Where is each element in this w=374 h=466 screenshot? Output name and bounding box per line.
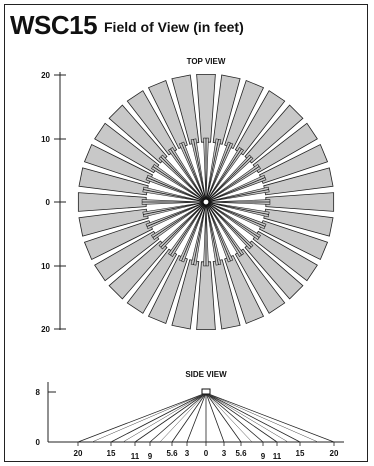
- sensor-beams: [77, 73, 335, 331]
- beam-ray: [193, 139, 207, 203]
- beam-ray: [152, 166, 207, 203]
- beam-ray: [205, 177, 266, 203]
- beam-ray: [181, 201, 207, 262]
- side-x-label: 9: [148, 452, 153, 461]
- top-view-title: TOP VIEW: [187, 57, 226, 66]
- side-ray: [77, 392, 207, 443]
- beam-ray: [146, 177, 207, 203]
- top-y-tick-label: 10: [41, 135, 50, 144]
- side-ray-minor: [205, 392, 319, 443]
- side-x-label: 9: [261, 452, 266, 461]
- subtitle: Field of View (in feet): [104, 19, 244, 35]
- beam-ray: [170, 148, 207, 203]
- side-x-label: 11: [273, 452, 282, 461]
- figure-frame: [4, 4, 368, 462]
- side-ray: [110, 392, 207, 443]
- beam-ray: [205, 201, 269, 215]
- side-ray-minor: [122, 392, 207, 443]
- side-view-y-axis: [47, 382, 344, 443]
- top-y-tick-label: 10: [41, 262, 50, 271]
- side-view: SIDE VIEW 8 0 20 15 11 9 5.6 3 0 3 5.6 9 11 15 20: [36, 370, 344, 461]
- beam-ray: [205, 201, 252, 248]
- side-x-label: 5.6: [166, 449, 178, 458]
- beam-ray: [205, 201, 219, 265]
- beam-ray: [143, 201, 207, 215]
- side-x-label: 0: [204, 449, 209, 458]
- beam-ray: [205, 189, 269, 203]
- side-ray-minor: [205, 392, 253, 443]
- beam-ray: [143, 189, 207, 203]
- beam-ray: [170, 201, 207, 256]
- beam-ray: [205, 142, 231, 203]
- beam-ray: [205, 156, 252, 203]
- side-x-label: 15: [107, 449, 116, 458]
- top-y-tick-label: 20: [41, 325, 50, 334]
- model-title: WSC15: [10, 10, 98, 40]
- beam-ray: [193, 201, 207, 265]
- beam-ray: [205, 201, 231, 262]
- side-ray: [149, 392, 207, 443]
- side-view-title: SIDE VIEW: [185, 370, 227, 379]
- side-y-tick-0: 0: [36, 438, 41, 447]
- beam-ray: [205, 139, 219, 203]
- beam-ray: [146, 201, 207, 227]
- beam: [265, 192, 335, 212]
- beam-ray: [205, 201, 242, 256]
- side-ray-minor: [91, 392, 207, 443]
- side-x-label: 3: [185, 449, 190, 458]
- top-y-tick-label: 20: [41, 71, 50, 80]
- side-ray: [205, 392, 225, 443]
- side-ray: [171, 392, 207, 443]
- side-y-tick-8: 8: [36, 388, 41, 397]
- side-ray: [205, 392, 242, 443]
- beam: [196, 261, 216, 331]
- beam: [196, 73, 216, 143]
- beam-ray: [160, 156, 207, 203]
- side-ray-minor: [205, 392, 289, 443]
- side-x-label: 15: [296, 449, 305, 458]
- top-y-tick-label: 0: [46, 198, 51, 207]
- side-ray: [134, 392, 207, 443]
- beam-ray: [205, 148, 242, 203]
- side-ray-minor: [159, 392, 207, 443]
- side-ray: [205, 392, 278, 443]
- top-view: TOP VIEW 20 10 0 10 20: [41, 57, 335, 334]
- sensor-mount: [201, 388, 211, 395]
- side-x-label: 3: [222, 449, 227, 458]
- side-x-label: 5.6: [235, 449, 247, 458]
- side-ray: [205, 392, 335, 443]
- side-ray: [205, 392, 264, 443]
- beam-ray: [205, 201, 266, 227]
- side-x-label: 20: [330, 449, 339, 458]
- sensor-center: [202, 198, 210, 206]
- side-view-x-labels: 20 15 11 9 5.6 3 0 3 5.6 9 11 15 20: [74, 449, 339, 461]
- side-x-label: 20: [74, 449, 83, 458]
- beam-ray: [160, 201, 207, 248]
- beam-ray: [205, 166, 260, 203]
- side-x-label: 11: [131, 452, 140, 461]
- beam-ray: [205, 201, 260, 238]
- beam: [77, 192, 147, 212]
- beam-ray: [181, 142, 207, 203]
- beam-ray: [152, 201, 207, 238]
- side-ray: [186, 392, 207, 443]
- side-ray: [205, 392, 301, 443]
- side-view-rays: [77, 392, 335, 446]
